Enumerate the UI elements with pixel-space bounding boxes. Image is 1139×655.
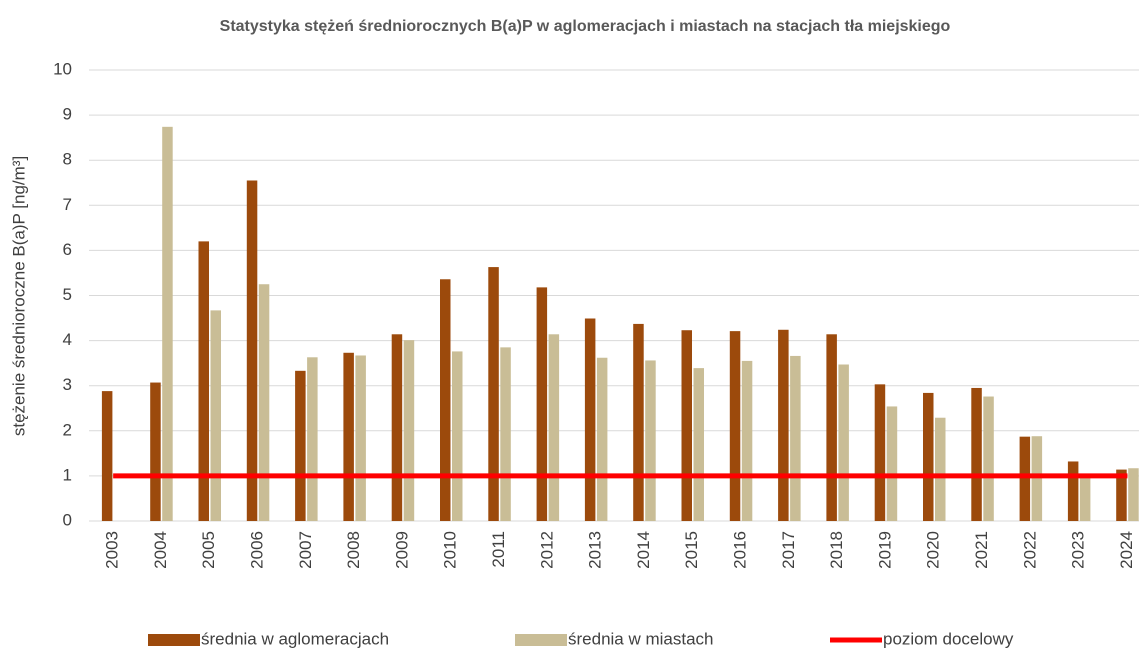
bar (971, 387, 982, 521)
bar (452, 351, 463, 521)
legend-label: poziom docelowy (883, 629, 1014, 648)
bar (1128, 468, 1139, 521)
y-tick-label: 6 (63, 240, 72, 259)
x-tick-label: 2005 (199, 531, 218, 569)
x-tick-label: 2003 (103, 531, 122, 569)
bar (874, 384, 886, 521)
bar (440, 279, 451, 521)
x-tick-label: 2010 (441, 531, 460, 569)
bar (150, 382, 161, 521)
y-tick-label: 8 (63, 150, 72, 169)
bar (536, 287, 548, 521)
legend-swatch (148, 634, 200, 646)
x-tick-label: 2011 (489, 531, 508, 568)
bar (1067, 461, 1079, 521)
bar (838, 364, 849, 521)
x-tick-label: 2024 (1117, 531, 1136, 569)
bar (633, 323, 644, 521)
bar (693, 368, 704, 521)
y-tick-label: 4 (63, 330, 72, 349)
y-tick-label: 1 (63, 465, 72, 484)
bar (355, 355, 366, 521)
bar (343, 352, 354, 521)
bar (741, 360, 753, 521)
y-tick-label: 0 (63, 510, 72, 529)
x-tick-label: 2015 (682, 531, 701, 569)
bar (1079, 475, 1091, 521)
bar (596, 357, 608, 521)
y-tick-label: 3 (63, 375, 72, 394)
bar (1019, 436, 1031, 521)
x-tick-label: 2016 (731, 531, 750, 569)
x-tick-label: 2009 (392, 531, 411, 569)
x-tick-label: 2018 (827, 531, 846, 569)
bar (488, 267, 499, 521)
x-tick-label: 2004 (151, 531, 170, 569)
x-tick-label: 2007 (296, 531, 315, 569)
bar (101, 391, 113, 521)
x-tick-label: 2013 (586, 531, 605, 569)
legend-swatch (515, 634, 567, 646)
x-tick-label: 2021 (972, 531, 991, 569)
x-tick-label: 2019 (875, 531, 894, 569)
bar (162, 126, 173, 522)
bar (295, 370, 306, 521)
bar (210, 310, 221, 521)
bar (935, 417, 946, 521)
x-tick-label: 2020 (924, 531, 943, 569)
bar (391, 334, 403, 521)
bar (886, 406, 898, 521)
x-tick-label: 2023 (1069, 531, 1088, 569)
bar (246, 180, 258, 521)
bar (778, 329, 789, 521)
bar (548, 334, 560, 521)
bar (645, 360, 656, 521)
bar (826, 334, 837, 521)
x-tick-label: 2008 (344, 531, 363, 569)
x-tick-label: 2017 (779, 531, 798, 569)
legend-label: średnia w aglomeracjach (201, 629, 389, 648)
bar (1116, 469, 1127, 521)
y-axis-label: stężenie średnioroczne B(a)P [ng/m³] (9, 156, 28, 436)
chart-title: Statystyka stężeń średniorocznych B(a)P … (220, 18, 951, 35)
x-tick-label: 2006 (248, 531, 267, 569)
bar (500, 347, 511, 521)
bar (729, 331, 741, 521)
bar (307, 357, 318, 521)
y-tick-label: 10 (53, 59, 72, 78)
y-tick-label: 5 (63, 285, 72, 304)
bar (403, 340, 415, 521)
bar (790, 355, 801, 521)
y-tick-label: 7 (63, 195, 72, 214)
x-tick-label: 2012 (537, 531, 556, 569)
x-tick-label: 2014 (634, 531, 653, 569)
bar (584, 318, 596, 521)
bar (983, 396, 994, 521)
bar (198, 241, 209, 521)
y-tick-label: 9 (63, 105, 72, 124)
x-tick-label: 2022 (1020, 531, 1039, 569)
y-tick-label: 2 (63, 420, 72, 439)
bar (681, 330, 692, 521)
legend-label: średnia w miastach (568, 629, 714, 648)
bar (258, 284, 270, 521)
bar (1031, 436, 1043, 521)
bar (923, 392, 934, 521)
